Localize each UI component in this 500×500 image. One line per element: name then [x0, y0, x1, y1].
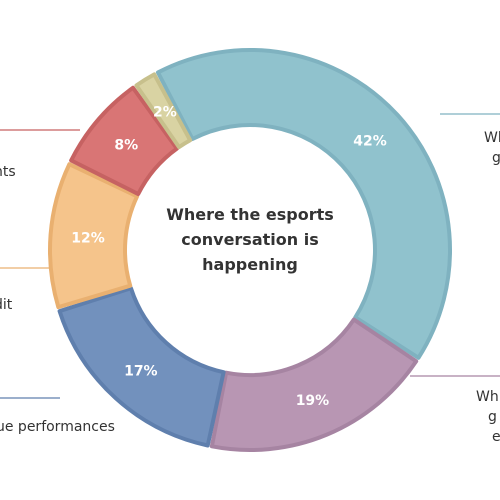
chart-title-line-3: happening	[202, 255, 298, 274]
slice-label-8: 8%	[114, 138, 138, 154]
slice-label-17: 17%	[124, 363, 158, 379]
side-label-right-top-1: Wh	[484, 130, 500, 146]
side-label-left-3: ue performances	[0, 419, 115, 435]
donut-slice-17	[57, 286, 226, 448]
donut-slice-2	[134, 72, 193, 150]
donut-slice-12	[48, 162, 140, 310]
donut-slices	[48, 48, 452, 452]
chart-title-line-2: conversation is	[181, 230, 318, 249]
side-label-right-bottom-3: e	[492, 429, 500, 445]
donut-slice-8	[69, 85, 179, 197]
side-label-left-2: dit	[0, 297, 13, 313]
donut-slice-42	[155, 48, 452, 360]
side-label-right-top-2: g	[492, 150, 500, 166]
slice-label-42: 42%	[353, 133, 387, 149]
side-label-right-bottom-2: g	[488, 409, 497, 425]
chart-title-line-1: Where the esports	[166, 205, 334, 224]
slice-label-2: 2%	[153, 105, 177, 121]
slice-label-12: 12%	[71, 231, 105, 247]
percentage-labels: 42% 19% 17% 12% 8% 2%	[71, 105, 387, 409]
slice-label-19: 19%	[296, 393, 330, 409]
side-label-right-bottom-1: Wh	[476, 389, 499, 405]
donut-slice-19	[209, 317, 419, 452]
leader-lines	[0, 113, 500, 399]
side-label-left-1: nts	[0, 164, 16, 180]
